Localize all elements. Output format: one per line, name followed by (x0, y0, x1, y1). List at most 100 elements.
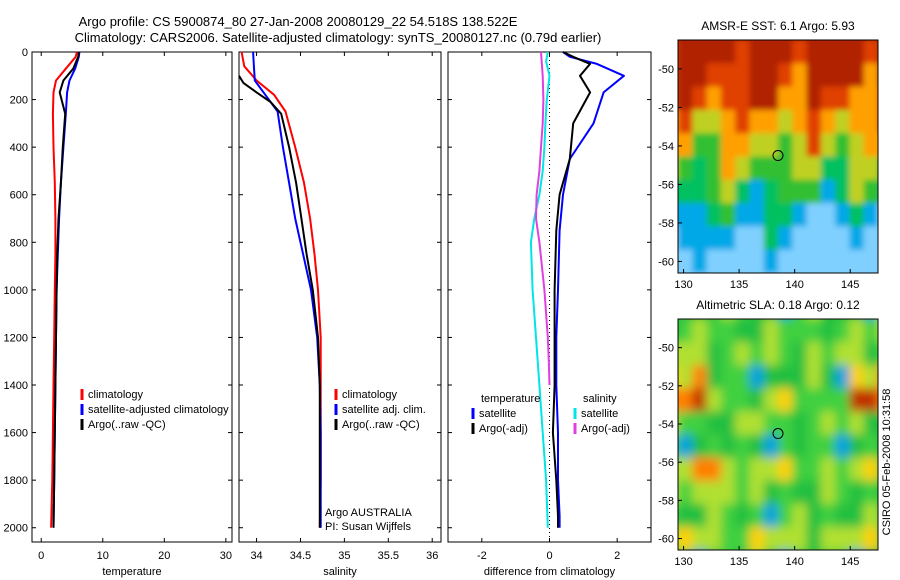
temperature-legend-label: climatology (88, 389, 144, 401)
sla_map-cell (863, 319, 878, 344)
sst_map-cell (735, 133, 751, 158)
sst_map-cell (863, 156, 878, 181)
difference-legend-label: salinity (583, 393, 617, 405)
sla_map-cell (692, 526, 708, 550)
sla_map-cell (692, 365, 708, 390)
sla_map-ytick-label: -60 (658, 534, 674, 546)
sla_map-cell (692, 550, 707, 574)
sst_map-cell (735, 156, 751, 181)
sla_map-xtick-label: 135 (730, 556, 748, 568)
sla_map-frame (677, 318, 879, 551)
temperature-legend-label: satellite-adjusted climatology (88, 404, 229, 416)
sst_map-cell (778, 109, 794, 135)
sst_map-cell (806, 226, 822, 251)
sla_map-cell (706, 365, 722, 390)
sla_map-colour-field (678, 319, 879, 574)
sla_map-cell (849, 388, 865, 413)
sst_map-ytick-label: -50 (658, 64, 674, 76)
sst_map-cell (749, 133, 765, 158)
sla_map-cell (706, 411, 722, 436)
sla_map-cell (806, 319, 822, 344)
sst_map-cell (878, 203, 893, 227)
sst_map-cell (735, 40, 751, 65)
sst_map-cell (778, 63, 794, 88)
sla_map-cell (720, 526, 737, 550)
sla_map-cell (849, 365, 865, 390)
sla_map-xtick-label: 140 (785, 556, 803, 568)
sst_map-cell (763, 203, 779, 228)
sst_map-ytick-label: -56 (658, 179, 674, 191)
sst_map-cell (849, 63, 865, 88)
sst_map-cell (692, 40, 708, 65)
sla_map-cell (678, 319, 679, 344)
sst_map-argo-marker (772, 150, 784, 162)
sla_map-cell (820, 365, 837, 390)
sla_map-cell (735, 457, 751, 482)
sst_map-cell (749, 273, 764, 297)
sla_map-cell (820, 434, 837, 459)
sst_map-cell (678, 86, 694, 111)
sla_map-cell (864, 550, 879, 574)
sla_map-cell (706, 480, 722, 505)
sst_map-cell (849, 109, 865, 135)
sst_map-cell (778, 249, 794, 273)
sst_map-cell (763, 63, 779, 88)
sst_map-cell (692, 63, 708, 88)
difference-legend-label: satellite (581, 408, 618, 420)
sla_map-cell (706, 388, 722, 413)
sla_map-cell (692, 457, 708, 482)
sla_map-ytick-label: -50 (658, 343, 674, 355)
salinity-xtick-label: 34 (250, 550, 262, 562)
sst_map-cell (792, 63, 808, 88)
sla_map-cell (863, 434, 878, 459)
sst_map-cell (863, 249, 878, 273)
salinity-series-argo-raw-qc- (238, 75, 321, 528)
sst_map-cell (835, 249, 851, 273)
sst_map-cell (806, 133, 822, 158)
sla_map-cell (778, 503, 794, 528)
sla_map-cell (820, 457, 837, 482)
sla_map-cell (849, 457, 865, 482)
sst_map-cell (706, 226, 722, 251)
sla_map-cell (863, 457, 878, 482)
sla_map-cell (792, 411, 808, 436)
sst_map-cell (749, 179, 765, 205)
sst_map-cell (692, 179, 708, 205)
temperature-ytick-label: 1200 (4, 332, 28, 344)
temperature-series-argo-raw-qc- (52, 51, 80, 528)
sla_map-cell (678, 411, 694, 436)
temperature-xtick-label: 0 (38, 550, 44, 562)
sst_map-cell (692, 133, 708, 158)
sla_map-cell (763, 526, 779, 550)
sla_map-cell (792, 457, 808, 482)
salinity-legend-label: satellite adj. clim. (342, 404, 426, 416)
sla_map-cell (863, 342, 878, 367)
sla_map-cell (806, 434, 822, 459)
sst_map-cell (820, 86, 837, 111)
sst_map-cell (835, 179, 851, 205)
sst_map-cell (806, 86, 822, 111)
sla_map-cell (778, 319, 794, 344)
sst_map-frame (677, 39, 879, 274)
sst_map-cell (835, 40, 851, 65)
sla_map-cell (749, 526, 765, 550)
sst_map-cell (678, 109, 694, 135)
salinity-panel: 34 34.5 35 35.5 36 salinity climatology satelli… (238, 51, 442, 578)
sla_map-cell (749, 411, 765, 436)
sst_map-cell (720, 226, 737, 251)
temperature-ytick-label: 1000 (4, 285, 28, 297)
sla_map-cell (820, 319, 837, 344)
sla_map-cell (806, 342, 822, 367)
sst_map-cell (820, 203, 837, 228)
sla_map-cell (806, 411, 822, 436)
sst_map-cell (849, 249, 865, 273)
sst_map-cell (820, 179, 837, 205)
sla_map-cell (749, 434, 765, 459)
sst_map-cell (820, 40, 837, 65)
sla_map-ytick-label: -58 (658, 495, 674, 507)
sst_map-cell (849, 179, 865, 205)
sla_map-cell (678, 503, 679, 528)
sst_map-cell (763, 156, 779, 181)
sst_map-cell (806, 109, 822, 135)
difference-series-temperature-satellite (555, 51, 625, 528)
